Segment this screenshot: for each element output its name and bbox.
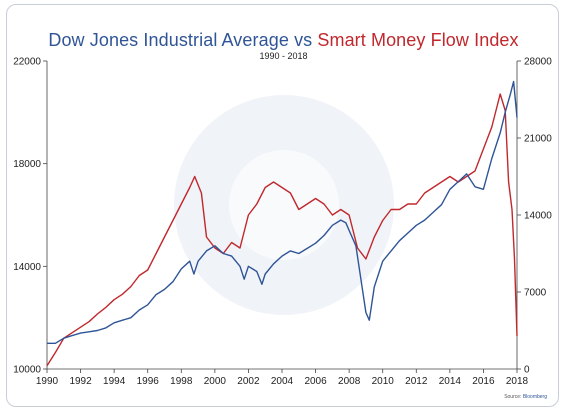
y-left-tick-label: 18000 <box>13 159 41 170</box>
source-note: Source: Bloomberg <box>504 394 547 400</box>
y-right-tick-label: 0 <box>524 365 530 376</box>
x-tick-label: 1996 <box>137 376 160 387</box>
chart-subtitle: 1990 - 2018 <box>259 51 308 61</box>
x-tick-label: 2012 <box>405 376 428 387</box>
djia-series-line <box>47 80 518 344</box>
x-tick-label: 2000 <box>204 376 227 387</box>
title-smfi: Smart Money Flow Index <box>317 30 519 50</box>
y-left-tick-label: 22000 <box>13 57 41 68</box>
title-vs: vs <box>294 30 313 50</box>
y-right-tick-label: 28000 <box>524 57 552 68</box>
x-tick-label: 2004 <box>271 376 294 387</box>
x-tick-label: 2008 <box>338 376 361 387</box>
y-right-tick-label: 14000 <box>524 211 552 222</box>
x-tick-label: 1992 <box>69 376 92 387</box>
title-djia: Dow Jones Industrial Average <box>48 30 289 50</box>
x-tick-label: 1994 <box>103 376 126 387</box>
y-right-tick-label: 7000 <box>524 288 547 299</box>
x-tick-label: 2006 <box>304 376 327 387</box>
watermark-hole <box>229 150 339 260</box>
y-left-tick-label: 10000 <box>13 365 41 376</box>
x-tick-label: 1998 <box>170 376 193 387</box>
x-tick-label: 2014 <box>439 376 462 387</box>
x-tick-label: 2002 <box>237 376 260 387</box>
y-left-tick-label: 14000 <box>13 262 41 273</box>
x-tick-label: 2016 <box>472 376 495 387</box>
source-brand: Bloomberg <box>522 394 547 400</box>
chart-title: Dow Jones Industrial Average vs Smart Mo… <box>0 30 567 51</box>
source-prefix: Source: <box>504 394 522 400</box>
x-tick-label: 2010 <box>372 376 395 387</box>
series-layer <box>46 80 518 367</box>
x-tick-label: 1990 <box>36 376 59 387</box>
y-right-tick-label: 21000 <box>524 134 552 145</box>
x-tick-label: 2018 <box>506 376 529 387</box>
